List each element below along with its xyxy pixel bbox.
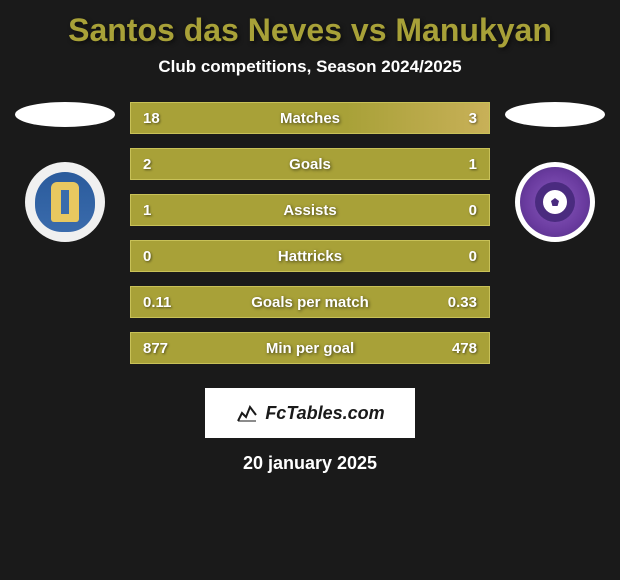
main-content: 18 Matches 3 2 Goals 1 1 Assists 0 0 Hat… xyxy=(0,102,620,378)
stat-row: 0.11 Goals per match 0.33 xyxy=(130,286,490,318)
crest-right-body xyxy=(520,167,590,237)
chart-icon xyxy=(235,401,259,425)
stat-value-right: 0 xyxy=(429,202,489,219)
stat-value-right: 3 xyxy=(429,110,489,127)
page-title: Santos das Neves vs Manukyan xyxy=(0,0,620,49)
crest-left-shield-icon xyxy=(51,182,79,222)
player-left-oval xyxy=(15,102,115,127)
stat-label: Assists xyxy=(191,202,429,219)
crest-right-center xyxy=(535,182,575,222)
stat-label: Goals xyxy=(191,156,429,173)
stat-value-right: 1 xyxy=(429,156,489,173)
stat-value-left: 18 xyxy=(131,110,191,127)
subtitle: Club competitions, Season 2024/2025 xyxy=(0,57,620,77)
stat-value-left: 0.11 xyxy=(131,294,191,311)
brand-logo: FcTables.com xyxy=(205,388,415,438)
stat-row: 2 Goals 1 xyxy=(130,148,490,180)
club-crest-right xyxy=(515,162,595,242)
stat-value-right: 0 xyxy=(429,248,489,265)
soccer-ball-icon xyxy=(543,190,567,214)
stat-label: Hattricks xyxy=(191,248,429,265)
player-left-column xyxy=(10,102,120,242)
stat-value-right: 0.33 xyxy=(429,294,489,311)
stat-row: 18 Matches 3 xyxy=(130,102,490,134)
crest-left-body xyxy=(35,172,95,232)
stats-table: 18 Matches 3 2 Goals 1 1 Assists 0 0 Hat… xyxy=(120,102,500,378)
stat-value-left: 877 xyxy=(131,340,191,357)
stat-label: Goals per match xyxy=(191,294,429,311)
player-right-oval xyxy=(505,102,605,127)
date-label: 20 january 2025 xyxy=(0,453,620,474)
stat-row: 1 Assists 0 xyxy=(130,194,490,226)
stat-row: 0 Hattricks 0 xyxy=(130,240,490,272)
club-crest-left xyxy=(25,162,105,242)
brand-text: FcTables.com xyxy=(265,403,384,424)
player-right-column xyxy=(500,102,610,242)
stat-label: Matches xyxy=(191,110,429,127)
stat-label: Min per goal xyxy=(191,340,429,357)
stat-row: 877 Min per goal 478 xyxy=(130,332,490,364)
comparison-card: Santos das Neves vs Manukyan Club compet… xyxy=(0,0,620,580)
crest-left-stripe xyxy=(61,190,69,214)
stat-value-left: 1 xyxy=(131,202,191,219)
stat-value-right: 478 xyxy=(429,340,489,357)
stat-value-left: 2 xyxy=(131,156,191,173)
stat-value-left: 0 xyxy=(131,248,191,265)
